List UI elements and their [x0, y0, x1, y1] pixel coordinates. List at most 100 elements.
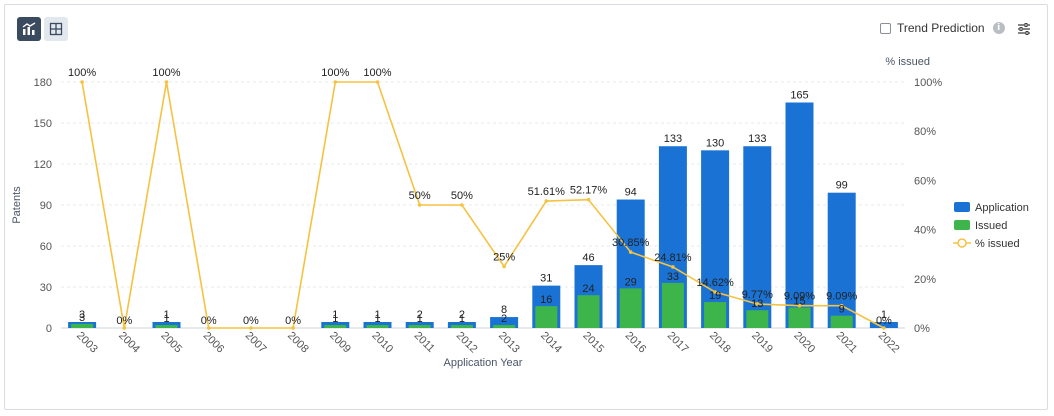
issued-bar: [366, 325, 389, 328]
application-bar: [490, 317, 519, 328]
pct-issued-point: [671, 265, 675, 269]
pct-issued-point: [502, 264, 506, 269]
x-tick-label: 2011: [412, 330, 437, 355]
y-tick-label: 90: [40, 200, 52, 212]
issued-value-label: 1: [163, 313, 169, 325]
x-tick-label: 2015: [580, 330, 606, 356]
x-tick-label: 2019: [749, 330, 775, 356]
application-value-label: 133: [664, 133, 682, 145]
issued-bar: [408, 325, 431, 328]
pct-issued-point: [375, 80, 380, 84]
issued-bar: [493, 325, 516, 328]
pct-issued-point: [333, 80, 338, 84]
issued-bar: [450, 325, 473, 328]
pct-issued-point: [164, 80, 169, 84]
pct-issued-label: 0%: [116, 315, 132, 327]
trend-prediction-control: Trend Prediction i: [880, 21, 1005, 35]
y2-tick-label: 60%: [914, 175, 936, 187]
info-icon[interactable]: i: [992, 22, 1005, 34]
issued-value-label: 24: [582, 283, 594, 295]
legend-application-swatch: [954, 202, 970, 212]
issued-value-label: 9: [839, 304, 845, 316]
application-bar: [701, 150, 730, 328]
pct-issued-label: 9.77%: [742, 289, 773, 301]
y-tick-label: 120: [34, 159, 52, 171]
y2-tick-label: 40%: [914, 225, 936, 237]
pct-issued-point: [882, 326, 886, 330]
application-value-label: 1: [374, 309, 380, 321]
issued-value-label: 3: [79, 312, 85, 324]
application-bar: [743, 146, 772, 328]
chart-view-icon: [22, 22, 36, 35]
application-value-label: 99: [836, 180, 848, 192]
pct-issued-label: 100%: [321, 67, 349, 79]
x-tick-label: 2009: [327, 330, 353, 356]
pct-issued-point: [80, 80, 84, 84]
pct-issued-point: [628, 250, 633, 254]
issued-value-label: 16: [540, 294, 552, 306]
x-tick-label: 2007: [243, 330, 269, 356]
application-value-label: 46: [582, 252, 594, 264]
issued-bar: [830, 315, 853, 328]
pct-issued-point: [797, 303, 802, 308]
application-value-label: 130: [706, 137, 724, 149]
application-value-label: 2: [459, 309, 465, 321]
x-tick-label: 2010: [369, 330, 395, 356]
x-tick-label: 2017: [665, 330, 691, 356]
y-tick-label: 60: [40, 241, 52, 253]
pct-issued-point: [460, 203, 464, 207]
chart-panel: [4, 4, 1048, 410]
x-tick-label: 2012: [454, 330, 480, 356]
pct-issued-label: 9.09%: [784, 291, 815, 303]
pct-issued-point: [249, 326, 253, 330]
x-tick-label: 2020: [791, 330, 817, 356]
pct-issued-label: 52.17%: [570, 185, 608, 197]
x-tick-label: 2006: [201, 330, 227, 356]
legend-application-label: Application: [975, 202, 1029, 214]
pct-issued-label: 25%: [493, 252, 515, 264]
issued-value-label: 1: [417, 313, 423, 325]
application-value-label: 31: [540, 273, 552, 285]
issued-bar: [155, 325, 178, 328]
pct-issued-label: 0%: [201, 315, 217, 327]
legend-pct-issued-marker: [957, 238, 967, 248]
table-view-button[interactable]: [44, 17, 68, 41]
pct-issued-label: 51.61%: [528, 186, 566, 198]
x-tick-label: 2008: [285, 330, 311, 356]
issued-bar: [577, 295, 600, 328]
trend-prediction-label: Trend Prediction: [897, 21, 985, 35]
pct-issued-line: [81, 81, 885, 329]
pct-issued-point: [544, 199, 549, 203]
chart-view-button[interactable]: [17, 17, 41, 41]
x-axis-title: Application Year: [444, 357, 523, 369]
pct-issued-point: [713, 290, 717, 294]
y-tick-label: 150: [34, 118, 52, 130]
trend-prediction-checkbox[interactable]: [880, 22, 891, 34]
pct-issued-label: 0%: [285, 315, 301, 327]
settings-icon[interactable]: [1016, 21, 1032, 37]
y2-tick-label: 0%: [914, 323, 930, 335]
y2-tick-label: 100%: [914, 77, 942, 89]
pct-issued-label: 100%: [152, 67, 180, 79]
issued-value-label: 2: [501, 313, 507, 325]
pct-issued-label: 100%: [363, 67, 391, 79]
x-tick-label: 2004: [116, 330, 142, 356]
pct-issued-point: [122, 326, 127, 330]
pct-issued-point: [291, 326, 295, 330]
issued-value-label: 33: [667, 271, 679, 283]
issued-bar: [324, 325, 347, 328]
application-bar: [785, 102, 814, 328]
issued-value-label: 1: [459, 313, 465, 325]
issued-bar: [788, 307, 811, 328]
pct-issued-label: 50%: [409, 190, 431, 202]
issued-value-label: 1: [332, 313, 338, 325]
pct-issued-point: [586, 197, 591, 202]
x-tick-label: 2013: [496, 330, 522, 356]
issued-value-label: 29: [625, 276, 637, 288]
application-value-label: 133: [748, 133, 766, 145]
issued-value-label: 1: [374, 313, 380, 325]
y-tick-label: 180: [34, 77, 52, 89]
pct-issued-point: [206, 326, 211, 330]
pct-issued-point: [755, 302, 760, 306]
